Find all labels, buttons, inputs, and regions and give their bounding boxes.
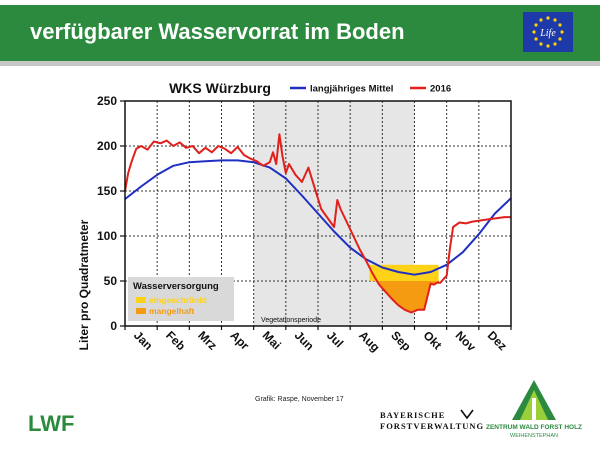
y-tick-label: 250 — [97, 94, 117, 108]
zwf-logo-line1: ZENTRUM WALD FORST HOLZ — [485, 424, 583, 431]
supply-legend-entry: eingeschränkt — [149, 295, 207, 305]
x-tick-label: Mrz — [195, 328, 220, 353]
x-tick-label: Nov — [453, 328, 479, 354]
lwf-logo: LWF — [28, 411, 74, 436]
credit-text: Grafik: Raspe, November 17 — [255, 396, 344, 403]
legend-label: 2016 — [430, 84, 451, 95]
y-tick-label: 100 — [97, 229, 117, 243]
header-stripe — [0, 61, 600, 66]
header-bar — [0, 5, 600, 61]
supply-legend-swatch — [136, 297, 146, 303]
supply-legend-swatch — [136, 308, 146, 314]
x-tick-label: Dez — [485, 328, 510, 353]
y-tick-label: 150 — [97, 184, 117, 198]
series-line-2016 — [124, 133, 511, 314]
x-tick-label: Jun — [292, 328, 317, 353]
page-title: verfügbarer Wasservorrat im Boden — [30, 19, 405, 44]
eu-life-logo: Life — [523, 12, 573, 52]
header: verfügbarer Wasservorrat im Boden Life — [0, 0, 600, 66]
chart: 0 50 100 150 200 250 Jan Feb Mrz Apr Mai Jun Jul Aug S… — [77, 80, 512, 355]
x-tick-label: Okt — [420, 328, 444, 352]
x-tick-label: Mai — [260, 328, 284, 352]
x-tick-label: Feb — [163, 328, 188, 353]
legend-label: langjähriges Mittel — [310, 84, 393, 95]
bayern-logo-line1: BAYERISCHE — [380, 410, 446, 420]
zwf-logo: ZENTRUM WALD FORST HOLZ WEIHENSTEPHAN — [478, 378, 590, 448]
x-tick-label: Jul — [324, 328, 346, 350]
x-tick-label: Sep — [388, 328, 413, 353]
vegetation-period-label: Vegetationsperiode — [261, 317, 321, 324]
series-line-mean — [124, 159, 512, 276]
y-tick-label: 0 — [110, 319, 117, 333]
y-tick-label: 200 — [97, 139, 117, 153]
bayern-logo-line2: FORSTVERWALTUNG — [380, 421, 485, 431]
eu-life-logo-text: Life — [539, 28, 556, 39]
zwf-tree-icon — [512, 380, 556, 420]
x-tick-label: Jan — [131, 328, 156, 353]
deficit-deficient-area — [369, 281, 439, 313]
zwf-logo-line2: WEIHENSTEPHAN — [510, 433, 558, 439]
x-tick-label: Aug — [356, 328, 382, 354]
supply-legend-entry: mangelhaft — [149, 306, 195, 316]
x-tick-label: Apr — [227, 328, 252, 353]
bayern-logo-mark-icon — [460, 409, 474, 420]
lwf-logo-text: LWF — [28, 411, 74, 436]
chart-title: WKS Würzburg — [169, 80, 271, 96]
supply-legend-title: Wasserversorgung — [133, 281, 219, 292]
y-tick-label: 50 — [104, 274, 118, 288]
y-axis-label: Liter pro Quadratmeter — [77, 219, 91, 350]
